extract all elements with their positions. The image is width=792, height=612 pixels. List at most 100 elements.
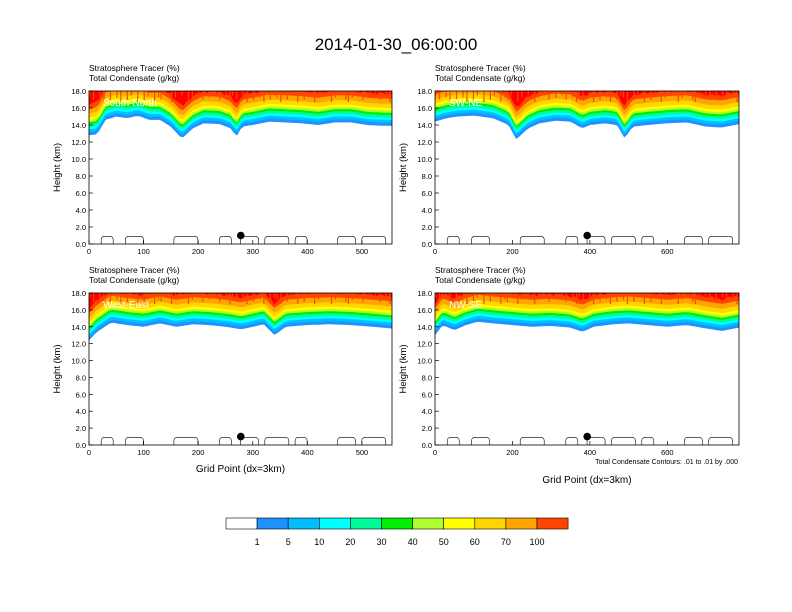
tracer-streak (664, 293, 666, 300)
condensate-contour (337, 437, 356, 445)
tracer-streak (198, 91, 200, 96)
tracer-streak (317, 293, 320, 300)
y-tick-label: 2.0 (422, 424, 432, 433)
y-tick-label: 16.0 (71, 104, 86, 113)
subtitle-tracer: Stratosphere Tracer (%) (89, 265, 180, 275)
y-tick-label: 10.0 (417, 357, 432, 366)
tracer-streak (643, 91, 645, 102)
tracer-streak (578, 91, 580, 96)
y-tick-label: 0.0 (422, 441, 432, 450)
y-tick-label: 8.0 (422, 172, 432, 181)
tracer-streak (191, 91, 193, 98)
y-tick-label: 12.0 (417, 340, 432, 349)
tracer-streak (307, 293, 309, 298)
colorbar-label: 100 (529, 537, 544, 547)
tracer-streak (232, 91, 234, 96)
subtitle-tracer: Stratosphere Tracer (%) (435, 265, 526, 275)
tracer-streak (605, 293, 608, 300)
x-tick-label: 200 (192, 448, 205, 457)
tracer-streak (527, 91, 529, 96)
y-tick-label: 18.0 (71, 289, 86, 298)
tracer-streak (521, 91, 523, 98)
panel-label: West-East (103, 300, 149, 311)
tracer-streak (466, 293, 468, 304)
tracer-streak (517, 91, 519, 102)
tracer-streak (643, 293, 645, 304)
condensate-contour (240, 437, 259, 445)
condensate-contour (611, 236, 636, 244)
tracer-streak (297, 91, 299, 102)
y-tick-label: 10.0 (71, 357, 86, 366)
tracer-streak (99, 91, 101, 98)
tracer-streak (620, 91, 622, 96)
tracer-streak (252, 293, 255, 302)
tracer-streak (609, 91, 612, 102)
tracer-band-top (89, 91, 392, 106)
colorbar-box (225, 517, 258, 530)
tracer-streak (137, 293, 139, 304)
tracer-streak (351, 293, 353, 300)
tracer-streak (660, 293, 662, 304)
figure-title: 2014-01-30_06:00:00 (315, 35, 478, 54)
colorbar-label: 30 (376, 537, 386, 547)
condensate-contour (240, 236, 259, 244)
tracer-streak (575, 293, 578, 304)
tracer-streak (616, 293, 618, 302)
location-marker (236, 432, 245, 441)
tracer-streak (276, 293, 278, 300)
tracer-streak (736, 91, 738, 102)
x-tick-label: 300 (247, 448, 260, 457)
tracer-streak (620, 293, 622, 298)
y-tick-label: 14.0 (417, 323, 432, 332)
tracer-streak (578, 293, 580, 298)
x-tick-label: 100 (137, 247, 150, 256)
condensate-contour (684, 437, 703, 445)
tracer-streak (671, 91, 673, 96)
condensate-contour (641, 236, 655, 244)
tracer-streak (544, 293, 546, 298)
tracer-streak (565, 91, 567, 100)
tracer-streak (534, 293, 536, 304)
condensate-contour (264, 437, 290, 445)
tracer-streak (538, 91, 540, 98)
colorbar-box (505, 517, 538, 530)
tracer-streak (130, 293, 132, 298)
tracer-streak (307, 91, 309, 96)
y-tick-label: 6.0 (76, 390, 86, 399)
tracer-streak (269, 293, 271, 302)
tracer-streak (334, 293, 337, 300)
location-marker (583, 432, 591, 441)
subtitle-tracer: Stratosphere Tracer (%) (89, 63, 180, 73)
condensate-contour (471, 236, 490, 244)
tracer-streak (455, 293, 458, 302)
tracer-streak (489, 293, 492, 302)
x-tick-label: 400 (584, 448, 597, 457)
tracer-streak (455, 91, 458, 100)
tracer-streak (154, 293, 156, 304)
tracer-streak (435, 91, 437, 96)
panel-label: SW-NE (449, 98, 482, 109)
tracer-streak (202, 293, 204, 302)
tracer-streak (242, 91, 244, 98)
tracer-streak (389, 91, 391, 102)
y-tick-label: 0.0 (76, 441, 86, 450)
subtitle-condensate: Total Condensate (g/kg) (435, 73, 525, 83)
tracer-streak (588, 91, 591, 98)
tracer-streak (688, 91, 690, 96)
y-tick-label: 12.0 (71, 138, 86, 147)
tracer-streak (187, 293, 190, 304)
location-marker (236, 231, 245, 240)
y-axis-label: Height (km) (398, 143, 409, 192)
subtitle-tracer: Stratosphere Tracer (%) (435, 63, 526, 73)
x-tick-label: 300 (247, 247, 260, 256)
tracer-streak (506, 293, 508, 302)
colorbar-label: 40 (408, 537, 418, 547)
y-tick-label: 6.0 (422, 390, 432, 399)
condensate-contour (264, 236, 290, 244)
x-axis-label: Grid Point (dx=3km) (542, 475, 631, 486)
colorbar-label: 5 (286, 537, 291, 547)
tracer-streak (259, 293, 261, 300)
condensate-contour (586, 437, 606, 445)
tracer-streak (462, 91, 464, 98)
tracer-streak (633, 91, 635, 100)
